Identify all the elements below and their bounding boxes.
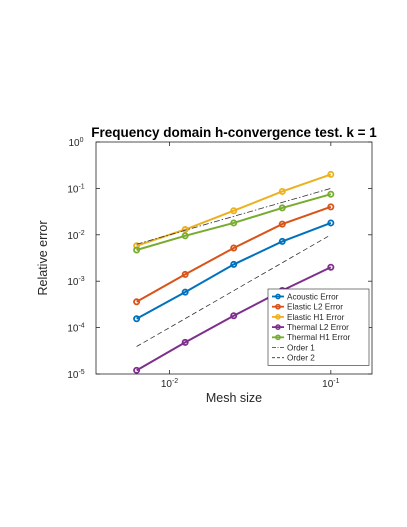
data-point: [133, 242, 141, 250]
legend-label: Acoustic Error: [287, 292, 339, 301]
legend-label: Thermal L2 Error: [287, 323, 349, 332]
series-line-2: [136, 205, 332, 303]
legend-marker: [275, 324, 281, 330]
data-point: [181, 338, 189, 346]
data-point: [327, 263, 335, 271]
y-tick-label: 10-3: [67, 276, 84, 288]
data-point: [327, 190, 335, 198]
y-tick-label: 10-1: [67, 183, 84, 195]
data-point: [327, 170, 335, 178]
data-point: [327, 219, 335, 227]
legend-label: Thermal H1 Error: [287, 333, 351, 342]
data-point: [133, 366, 141, 374]
data-point: [133, 246, 141, 254]
legend-marker: [275, 334, 281, 341]
y-tick-label: 100: [68, 137, 83, 149]
data-point: [230, 312, 238, 320]
series-line-7: [136, 234, 332, 347]
y-tick-label: 10-5: [67, 369, 84, 381]
legend-marker: [275, 303, 281, 310]
y-axis-label: Relative error: [36, 220, 50, 295]
data-point: [181, 226, 189, 234]
data-point: [327, 203, 335, 211]
legend-label: Elastic H1 Error: [287, 313, 345, 322]
x-axis-label: Mesh size: [206, 391, 262, 405]
legend-label: Order 2: [287, 354, 315, 363]
data-point: [278, 237, 286, 245]
data-point: [230, 219, 238, 227]
data-point: [278, 187, 286, 195]
data-point: [278, 204, 286, 212]
series-line-6: [136, 188, 331, 245]
tick-layer: 10-5 10-4 10-3 10-2 10-1 100 10-2 10-1: [67, 137, 372, 390]
series-line-1: [136, 222, 332, 320]
plot-frame: [95, 141, 373, 375]
data-point: [181, 270, 189, 278]
data-point: [181, 288, 189, 296]
data-point: [278, 220, 286, 228]
x-tick-label: 10-1: [322, 378, 339, 390]
data-point: [230, 244, 238, 252]
data-point: [133, 298, 141, 306]
series-line-4: [136, 266, 332, 372]
series-line-5: [136, 193, 332, 251]
y-tick-label: 10-4: [67, 323, 84, 335]
series-layer: [133, 170, 335, 374]
y-tick-label: 10-2: [67, 230, 84, 242]
data-point: [181, 232, 189, 240]
data-point: [133, 315, 141, 323]
data-point: [230, 260, 238, 268]
series-line-3: [136, 173, 332, 247]
legend-marker: [275, 293, 281, 300]
legend-label: Order 1: [287, 343, 315, 352]
legend-marker: [275, 314, 281, 320]
x-tick-label: 10-2: [161, 378, 178, 390]
legend-label: Elastic L2 Error: [287, 303, 343, 312]
chart-title: Frequency domain h-convergence test. k =…: [91, 125, 377, 140]
legend-box: [267, 288, 370, 366]
data-point: [230, 207, 238, 215]
